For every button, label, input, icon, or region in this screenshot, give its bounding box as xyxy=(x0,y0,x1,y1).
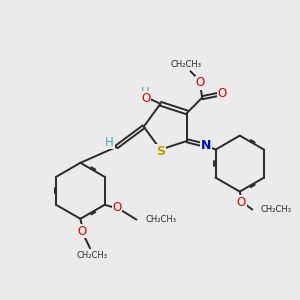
Text: H: H xyxy=(141,85,150,99)
Text: CH₂CH₃: CH₂CH₃ xyxy=(170,60,201,69)
Text: O: O xyxy=(217,87,226,100)
Text: CH₂CH₃: CH₂CH₃ xyxy=(261,205,292,214)
Text: O: O xyxy=(78,225,87,238)
Text: O: O xyxy=(196,76,205,89)
Text: S: S xyxy=(156,145,165,158)
Text: CH₂CH₃: CH₂CH₃ xyxy=(145,215,176,224)
Text: O: O xyxy=(141,92,150,105)
Text: O: O xyxy=(237,196,246,209)
Text: N: N xyxy=(201,139,211,152)
Text: CH₂CH₃: CH₂CH₃ xyxy=(76,251,108,260)
Text: O: O xyxy=(112,201,122,214)
Text: H: H xyxy=(105,136,114,149)
